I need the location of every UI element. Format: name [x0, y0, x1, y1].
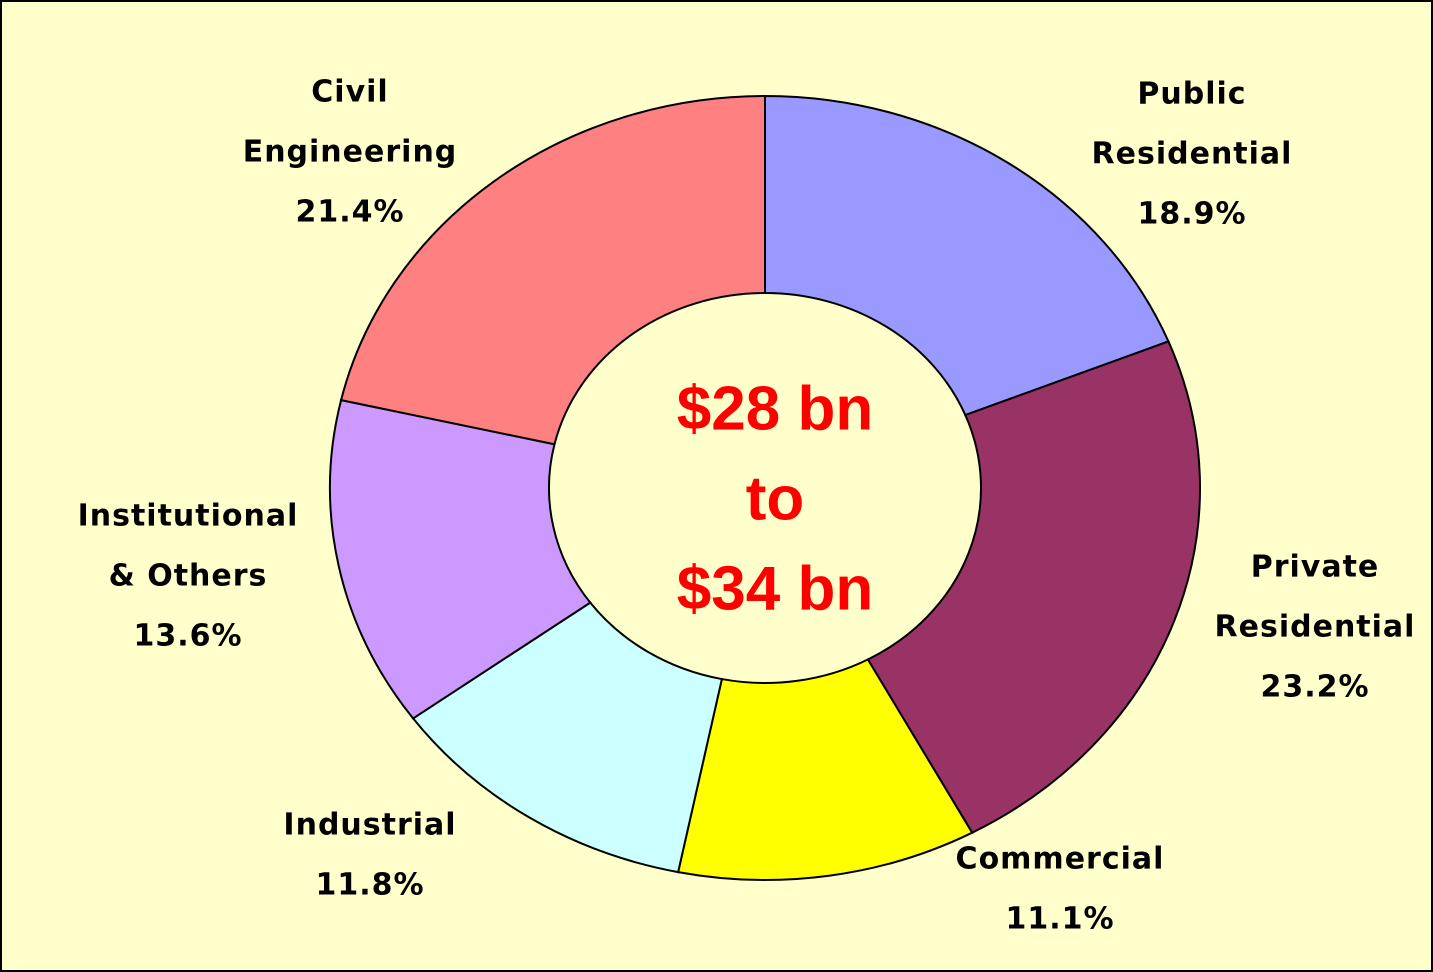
- slice-value-label: 11.8%: [315, 868, 424, 903]
- slice-label: Institutional: [78, 499, 299, 534]
- donut-slice: [339, 94, 766, 446]
- slice-label: Private: [1251, 550, 1380, 585]
- slice-label: Industrial: [283, 808, 456, 843]
- slice-value-label: 18.9%: [1137, 197, 1246, 232]
- slice-value-label: 13.6%: [133, 619, 242, 654]
- slice-label: Public: [1137, 77, 1246, 112]
- slice-label: Residential: [1215, 610, 1416, 645]
- center-label: to: [746, 464, 805, 533]
- center-label: $28 bn: [677, 374, 873, 443]
- slice-value-label: 21.4%: [295, 195, 404, 230]
- center-label: $34 bn: [677, 554, 873, 623]
- slice-label: Residential: [1092, 137, 1293, 172]
- donut-slice: [411, 601, 724, 874]
- donut-slice: [676, 658, 974, 881]
- slice-value-label: 11.1%: [1005, 902, 1114, 937]
- donut-slice: [329, 398, 592, 720]
- donut-slice: [866, 340, 1201, 834]
- slice-label: Engineering: [243, 135, 458, 170]
- slice-label: Civil: [311, 75, 388, 110]
- slice-label: & Others: [109, 559, 268, 594]
- donut-slice: [764, 94, 1170, 417]
- slice-label: Commercial: [956, 842, 1165, 877]
- slice-value-label: 23.2%: [1260, 670, 1369, 705]
